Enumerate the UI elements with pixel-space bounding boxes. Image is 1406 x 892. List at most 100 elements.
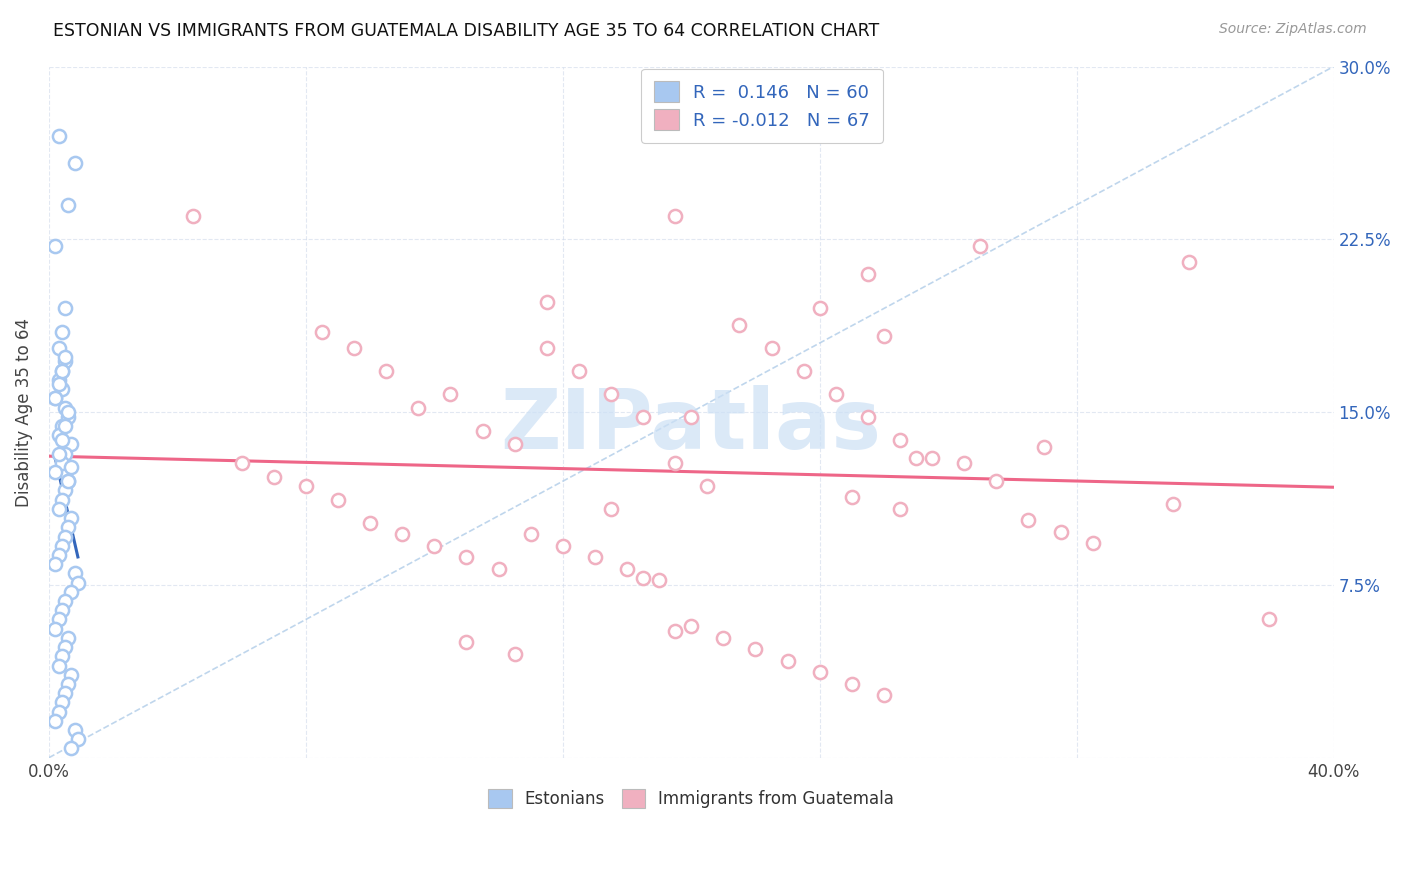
Point (231, 456, 253, 470)
Point (51, 649, 73, 664)
Point (53, 419, 76, 434)
Text: Source: ZipAtlas.com: Source: ZipAtlas.com (1219, 22, 1367, 37)
Point (696, 479, 718, 493)
Point (66, 732, 89, 747)
Point (326, 492, 349, 507)
Point (439, 386, 461, 401)
Point (856, 267, 879, 281)
Point (58, 405, 80, 419)
Point (63, 723, 86, 737)
Text: ESTONIAN VS IMMIGRANTS FROM GUATEMALA DISABILITY AGE 35 TO 64 CORRELATION CHART: ESTONIAN VS IMMIGRANTS FROM GUATEMALA DI… (53, 22, 880, 40)
Point (583, 550, 606, 565)
Point (53, 401, 76, 415)
Point (536, 294, 558, 309)
Point (536, 341, 558, 355)
Point (53, 640, 76, 654)
Point (664, 456, 686, 470)
Point (921, 451, 943, 466)
Point (51, 603, 73, 617)
Point (456, 550, 478, 565)
Point (1017, 513, 1039, 527)
Point (48, 612, 70, 626)
Point (343, 341, 366, 355)
Point (60, 437, 83, 451)
Point (711, 631, 734, 645)
Point (58, 677, 80, 691)
Point (664, 210, 686, 224)
Point (58, 474, 80, 488)
Point (824, 386, 846, 401)
Point (60, 741, 83, 756)
Point (51, 539, 73, 553)
Point (841, 491, 863, 505)
Point (600, 501, 623, 516)
Point (616, 562, 638, 576)
Point (1081, 536, 1104, 550)
Point (375, 364, 398, 378)
Point (986, 474, 1008, 488)
Point (648, 574, 671, 588)
Point (44, 239, 66, 253)
Legend: Estonians, Immigrants from Guatemala: Estonians, Immigrants from Guatemala (481, 782, 901, 815)
Point (503, 647, 526, 661)
Point (63, 156, 86, 170)
Point (51, 364, 73, 378)
Point (53, 686, 76, 700)
Point (519, 527, 541, 541)
Point (60, 667, 83, 681)
Point (44, 622, 66, 636)
Point (58, 409, 80, 424)
Point (58, 474, 80, 488)
Point (664, 624, 686, 638)
Point (761, 341, 783, 355)
Point (793, 364, 815, 378)
Point (44, 557, 66, 571)
Point (681, 409, 703, 424)
Point (568, 364, 591, 378)
Point (744, 642, 766, 657)
Point (681, 619, 703, 633)
Point (53, 301, 76, 316)
Point (48, 447, 70, 461)
Point (728, 318, 751, 332)
Point (48, 548, 70, 562)
Point (488, 562, 510, 576)
Point (53, 483, 76, 498)
Point (600, 386, 623, 401)
Point (48, 128, 70, 143)
Point (44, 465, 66, 479)
Point (51, 325, 73, 339)
Point (51, 695, 73, 709)
Point (1033, 440, 1056, 454)
Point (51, 382, 73, 396)
Point (53, 529, 76, 543)
Point (631, 571, 654, 585)
Point (51, 433, 73, 447)
Point (631, 409, 654, 424)
Point (1161, 497, 1184, 511)
Point (1178, 255, 1201, 269)
Point (856, 409, 879, 424)
Point (406, 401, 429, 415)
Point (51, 419, 73, 434)
Point (53, 447, 76, 461)
Point (48, 341, 70, 355)
Point (51, 364, 73, 378)
Point (48, 501, 70, 516)
Point (48, 377, 70, 392)
Point (48, 373, 70, 387)
Point (51, 456, 73, 470)
Point (969, 239, 991, 253)
Point (51, 492, 73, 507)
Point (58, 631, 80, 645)
Y-axis label: Disability Age 35 to 64: Disability Age 35 to 64 (15, 318, 32, 507)
Point (423, 539, 446, 553)
Point (808, 301, 831, 316)
Text: ZIPatlas: ZIPatlas (501, 385, 882, 467)
Point (808, 665, 831, 680)
Point (53, 350, 76, 364)
Point (1258, 612, 1281, 626)
Point (953, 456, 976, 470)
Point (60, 460, 83, 475)
Point (776, 654, 799, 668)
